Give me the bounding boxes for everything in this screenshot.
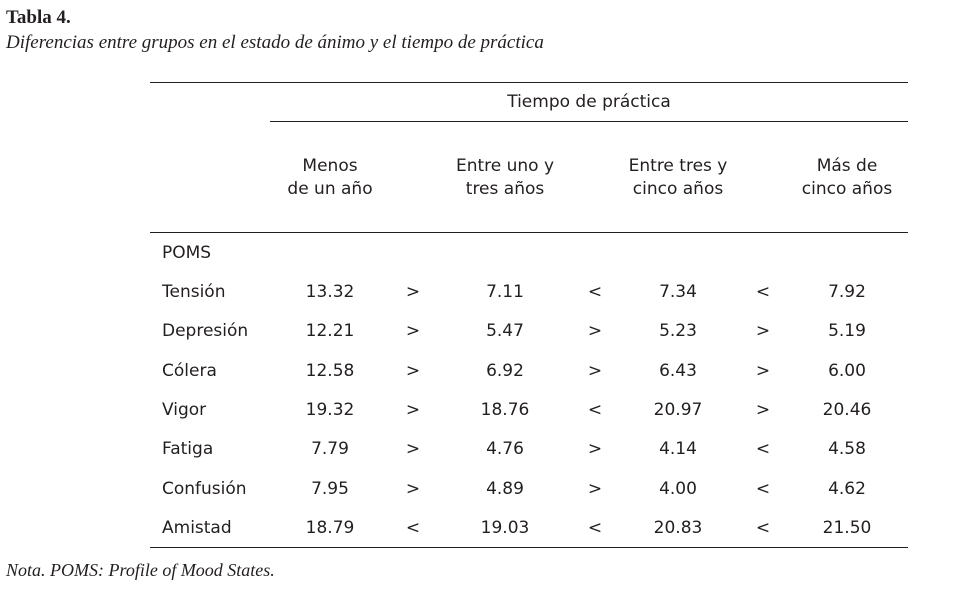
cell-value: 12.58 bbox=[305, 360, 355, 381]
cell-value: 5.47 bbox=[486, 321, 524, 342]
comparison-sign: > bbox=[405, 439, 421, 460]
header-rule bbox=[150, 232, 908, 233]
cell-value: 20.97 bbox=[653, 399, 703, 420]
cell-value: 20.83 bbox=[653, 517, 703, 538]
comparison-sign: > bbox=[755, 321, 771, 342]
cell-value: 7.79 bbox=[311, 439, 349, 460]
cell-value: 18.76 bbox=[480, 399, 530, 420]
row-label: Cólera bbox=[162, 360, 217, 381]
comparison-sign: > bbox=[587, 360, 603, 381]
cell-value: 7.92 bbox=[828, 282, 866, 302]
table-subtitle: Diferencias entre grupos en el estado de… bbox=[6, 32, 544, 53]
column-header: cinco años bbox=[801, 179, 893, 199]
cell-value: 7.34 bbox=[659, 282, 697, 302]
comparison-sign: > bbox=[755, 399, 771, 420]
cell-value: 20.46 bbox=[822, 399, 872, 420]
comparison-sign: < bbox=[755, 478, 771, 499]
comparison-sign: < bbox=[587, 399, 603, 420]
cell-value: 21.50 bbox=[822, 517, 872, 538]
comparison-sign: > bbox=[755, 360, 771, 381]
column-header: Entre tres y bbox=[628, 156, 728, 176]
top-rule bbox=[150, 82, 908, 83]
row-label: Fatiga bbox=[162, 439, 214, 460]
cell-value: 4.14 bbox=[659, 439, 697, 460]
comparison-sign: > bbox=[405, 282, 421, 302]
column-header: Menos bbox=[302, 156, 358, 176]
comparison-sign: > bbox=[587, 478, 603, 499]
cell-value: 5.19 bbox=[828, 321, 866, 342]
comparison-sign: < bbox=[755, 282, 771, 302]
column-header: cinco años bbox=[632, 179, 724, 199]
row-label: Vigor bbox=[162, 399, 207, 420]
table-title: Tabla 4. bbox=[6, 7, 71, 28]
cell-value: 19.03 bbox=[480, 517, 530, 538]
cell-value: 4.58 bbox=[828, 439, 866, 460]
comparison-sign: < bbox=[587, 282, 603, 302]
column-header: tres años bbox=[465, 179, 545, 199]
cell-value: 6.43 bbox=[659, 360, 697, 381]
comparison-sign: < bbox=[405, 517, 421, 538]
comparison-sign: > bbox=[405, 399, 421, 420]
cell-value: 4.76 bbox=[486, 439, 524, 460]
comparison-sign: < bbox=[755, 439, 771, 460]
comparison-sign: < bbox=[755, 517, 771, 538]
cell-value: 6.92 bbox=[486, 360, 524, 381]
comparison-sign: > bbox=[587, 439, 603, 460]
cell-value: 7.11 bbox=[486, 282, 524, 302]
group-rule bbox=[270, 121, 908, 122]
cell-value: 12.21 bbox=[305, 321, 355, 342]
cell-value: 7.95 bbox=[311, 478, 349, 499]
row-label: Confusión bbox=[162, 478, 247, 499]
cell-value: 13.32 bbox=[305, 282, 355, 302]
comparison-sign: > bbox=[405, 321, 421, 342]
cell-value: 18.79 bbox=[305, 517, 355, 538]
column-header: Entre uno y bbox=[455, 156, 555, 176]
cell-value: 5.23 bbox=[659, 321, 697, 342]
cell-value: 4.00 bbox=[659, 478, 697, 499]
column-header: Más de bbox=[816, 156, 878, 176]
cell-value: 4.89 bbox=[486, 478, 524, 499]
cell-value: 6.00 bbox=[828, 360, 866, 381]
comparison-sign: > bbox=[587, 321, 603, 342]
section-label: POMS bbox=[162, 243, 212, 263]
comparison-sign: > bbox=[405, 478, 421, 499]
column-header: de un año bbox=[287, 179, 373, 199]
row-label: Amistad bbox=[162, 517, 232, 538]
bottom-rule bbox=[150, 547, 908, 548]
cell-value: 4.62 bbox=[828, 478, 866, 499]
group-header: Tiempo de práctica bbox=[507, 92, 671, 112]
cell-value: 19.32 bbox=[305, 399, 355, 420]
row-label: Tensión bbox=[162, 282, 226, 302]
row-label: Depresión bbox=[162, 321, 249, 342]
comparison-sign: < bbox=[587, 517, 603, 538]
table-note: Nota. POMS: Profile of Mood States. bbox=[6, 560, 275, 580]
comparison-sign: > bbox=[405, 360, 421, 381]
